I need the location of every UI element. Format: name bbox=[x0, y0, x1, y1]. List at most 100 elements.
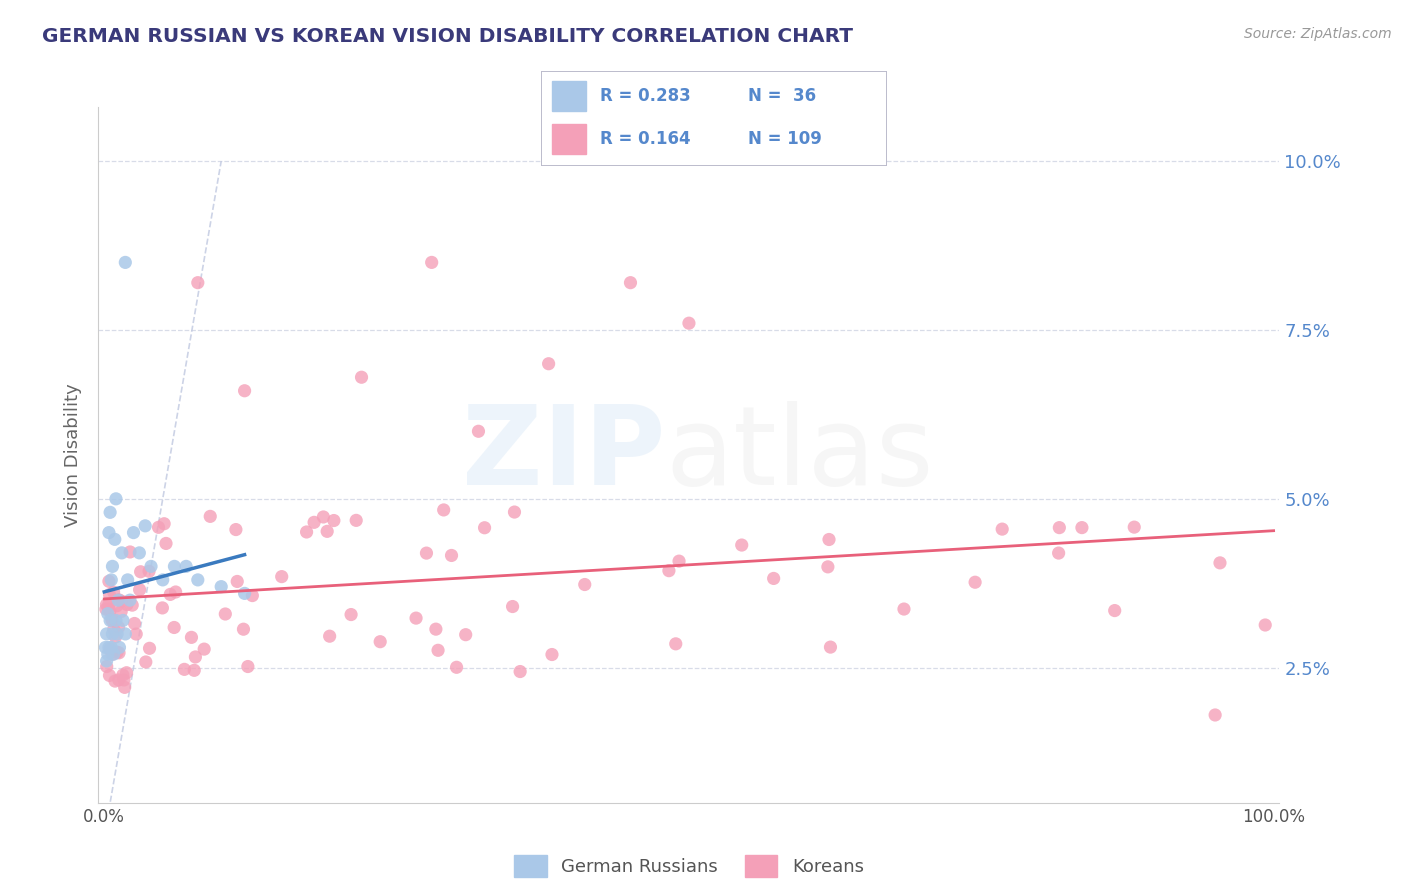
Point bbox=[153, 516, 176, 531]
Point bbox=[454, 628, 477, 642]
Point bbox=[97, 640, 120, 655]
Point bbox=[574, 577, 596, 591]
Point bbox=[665, 637, 688, 651]
Point bbox=[420, 255, 443, 269]
Point bbox=[433, 503, 456, 517]
Point bbox=[103, 647, 125, 661]
Point bbox=[1123, 520, 1146, 534]
Point bbox=[114, 627, 136, 641]
Point bbox=[97, 647, 120, 661]
Point bbox=[101, 648, 124, 662]
Point bbox=[111, 594, 134, 608]
Point bbox=[187, 276, 209, 290]
Point bbox=[111, 668, 134, 682]
Point bbox=[107, 592, 129, 607]
Point bbox=[295, 524, 318, 539]
Point bbox=[129, 565, 152, 579]
Point bbox=[98, 505, 121, 519]
Text: ZIP: ZIP bbox=[463, 401, 665, 508]
Point bbox=[405, 611, 427, 625]
Point bbox=[121, 598, 143, 612]
Point bbox=[122, 525, 145, 540]
Point bbox=[668, 554, 690, 568]
Point bbox=[233, 586, 256, 600]
Point bbox=[474, 521, 496, 535]
Point bbox=[134, 519, 156, 533]
Point bbox=[107, 620, 129, 634]
Point bbox=[108, 646, 131, 660]
Point bbox=[225, 523, 247, 537]
Point bbox=[97, 598, 120, 612]
Point bbox=[152, 601, 174, 615]
Point bbox=[619, 276, 641, 290]
Bar bbox=[551, 81, 586, 111]
Point bbox=[322, 514, 344, 528]
Point bbox=[270, 569, 292, 583]
Point bbox=[503, 505, 526, 519]
Point bbox=[1071, 520, 1094, 534]
Point bbox=[163, 620, 186, 634]
Point bbox=[1209, 556, 1232, 570]
Bar bbox=[551, 124, 586, 153]
Point bbox=[98, 668, 121, 682]
Point bbox=[152, 573, 174, 587]
Point bbox=[541, 648, 564, 662]
Point bbox=[98, 614, 121, 628]
Point bbox=[104, 533, 127, 547]
Point bbox=[174, 559, 197, 574]
Point bbox=[1254, 618, 1277, 632]
Point bbox=[440, 549, 463, 563]
Point bbox=[110, 605, 132, 619]
Point bbox=[94, 640, 117, 655]
Point bbox=[184, 650, 207, 665]
Point bbox=[344, 513, 367, 527]
Point bbox=[97, 525, 120, 540]
Point bbox=[193, 642, 215, 657]
Point bbox=[1047, 546, 1070, 560]
Point bbox=[155, 536, 177, 550]
Point bbox=[117, 573, 139, 587]
Point bbox=[187, 573, 209, 587]
Point bbox=[240, 589, 263, 603]
Point bbox=[108, 640, 131, 655]
Point bbox=[446, 660, 468, 674]
Point bbox=[159, 587, 181, 601]
Point bbox=[1204, 708, 1226, 723]
Point bbox=[96, 659, 118, 673]
Point bbox=[114, 681, 136, 695]
Point bbox=[98, 588, 121, 602]
Point bbox=[1047, 521, 1070, 535]
Point bbox=[165, 585, 187, 599]
Point bbox=[226, 574, 249, 589]
Point bbox=[340, 607, 363, 622]
Point bbox=[762, 571, 785, 585]
Point bbox=[467, 424, 489, 438]
Point bbox=[101, 612, 124, 626]
Point bbox=[180, 631, 202, 645]
Point bbox=[128, 546, 150, 560]
Point bbox=[183, 663, 205, 677]
Point bbox=[200, 509, 222, 524]
Point bbox=[105, 645, 128, 659]
Point bbox=[415, 546, 437, 560]
Point bbox=[96, 627, 118, 641]
Point bbox=[101, 614, 124, 628]
Point bbox=[103, 623, 125, 637]
Point bbox=[991, 522, 1014, 536]
Text: N = 109: N = 109 bbox=[748, 130, 823, 148]
Point bbox=[965, 575, 987, 590]
Point bbox=[312, 510, 335, 524]
Point bbox=[427, 643, 450, 657]
Point bbox=[425, 622, 447, 636]
Point bbox=[104, 614, 127, 628]
Point bbox=[233, 384, 256, 398]
Point bbox=[98, 604, 121, 618]
Point bbox=[138, 564, 160, 578]
Point bbox=[103, 585, 125, 599]
Point bbox=[509, 665, 531, 679]
Point bbox=[101, 627, 124, 641]
Text: R = 0.164: R = 0.164 bbox=[600, 130, 690, 148]
Point bbox=[148, 520, 170, 534]
Point bbox=[209, 580, 232, 594]
Legend: German Russians, Koreans: German Russians, Koreans bbox=[506, 847, 872, 884]
